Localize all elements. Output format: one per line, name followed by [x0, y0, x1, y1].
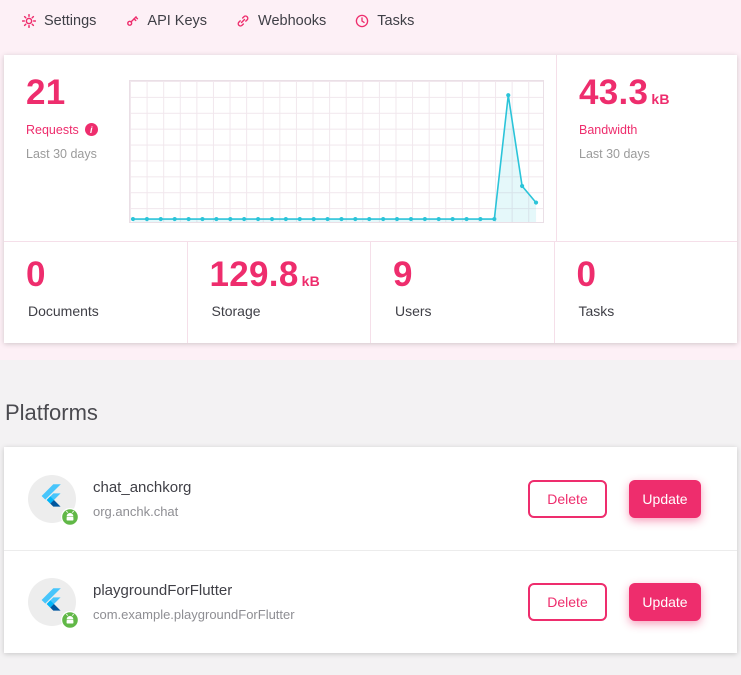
- requests-chart: [125, 55, 556, 241]
- nav-label: Settings: [44, 13, 97, 29]
- clock-icon: [355, 14, 369, 28]
- platform-row: playgroundForFlutter com.example.playgro…: [4, 550, 737, 653]
- storage-unit: kB: [301, 273, 321, 289]
- bandwidth-period: Last 30 days: [579, 146, 650, 161]
- stats-card: 21 Requests i Last 30 days 43.3 kB Bandwi…: [4, 55, 737, 343]
- requests-period: Last 30 days: [26, 146, 97, 161]
- android-badge-icon: [61, 507, 79, 526]
- users-label: Users: [395, 302, 432, 319]
- platform-package-id: org.anchk.chat: [93, 503, 179, 519]
- nav-label: API Keys: [147, 13, 208, 29]
- stat-requests: 21 Requests i Last 30 days: [4, 55, 125, 241]
- bandwidth-value: 43.3: [579, 73, 649, 112]
- flutter-icon: [39, 483, 65, 514]
- update-button[interactable]: Update: [629, 479, 701, 518]
- stat-documents: 0 Documents: [4, 242, 187, 343]
- delete-button[interactable]: Delete: [528, 479, 607, 518]
- nav-item-webhooks[interactable]: Webhooks: [236, 13, 326, 29]
- nav-label: Tasks: [377, 13, 415, 29]
- requests-value: 21: [26, 73, 66, 112]
- info-icon[interactable]: i: [84, 123, 98, 137]
- stat-users: 9 Users: [370, 242, 554, 343]
- nav-item-settings[interactable]: Settings: [22, 13, 96, 29]
- nav-item-tasks[interactable]: Tasks: [355, 13, 414, 29]
- top-nav: Settings API Keys Webhooks Tasks: [0, 0, 741, 38]
- platform-avatar: [28, 578, 79, 629]
- tasks-label: Tasks: [578, 302, 615, 319]
- storage-value: 129.8: [209, 255, 299, 294]
- link-icon: [236, 14, 250, 28]
- delete-button[interactable]: Delete: [528, 583, 607, 621]
- nav-item-api-keys[interactable]: API Keys: [125, 13, 207, 29]
- requests-label: Requests: [26, 122, 79, 137]
- platform-avatar: [28, 474, 79, 526]
- stat-storage: 129.8 kB Storage: [186, 242, 371, 343]
- update-button[interactable]: Update: [629, 583, 701, 621]
- users-value: 9: [393, 255, 413, 294]
- platform-name: playgroundForFlutter: [93, 582, 233, 599]
- bandwidth-unit: kB: [651, 91, 670, 107]
- documents-value: 0: [26, 255, 46, 294]
- stat-bandwidth: 43.3 kB Bandwidth Last 30 days: [556, 55, 739, 241]
- flutter-icon: [39, 587, 65, 618]
- nav-label: Webhooks: [258, 13, 327, 29]
- platform-row: chat_anchkorg org.anchk.chat Delete Upda…: [4, 447, 737, 550]
- gear-icon: [22, 14, 36, 28]
- storage-label: Storage: [211, 302, 261, 319]
- tasks-value: 0: [576, 255, 597, 294]
- platform-name: chat_anchkorg: [93, 478, 192, 496]
- platforms-card: chat_anchkorg org.anchk.chat Delete Upda…: [4, 447, 737, 653]
- requests-line-chart: [130, 93, 539, 222]
- platform-package-id: com.example.playgroundForFlutter: [93, 607, 295, 622]
- documents-label: Documents: [28, 302, 99, 319]
- key-icon: [125, 14, 139, 28]
- requests-chart-plot: [129, 80, 544, 223]
- stat-tasks: 0 Tasks: [553, 242, 738, 343]
- bandwidth-label: Bandwidth: [579, 122, 638, 137]
- android-badge-icon: [61, 611, 79, 629]
- platforms-heading: Platforms: [5, 400, 98, 425]
